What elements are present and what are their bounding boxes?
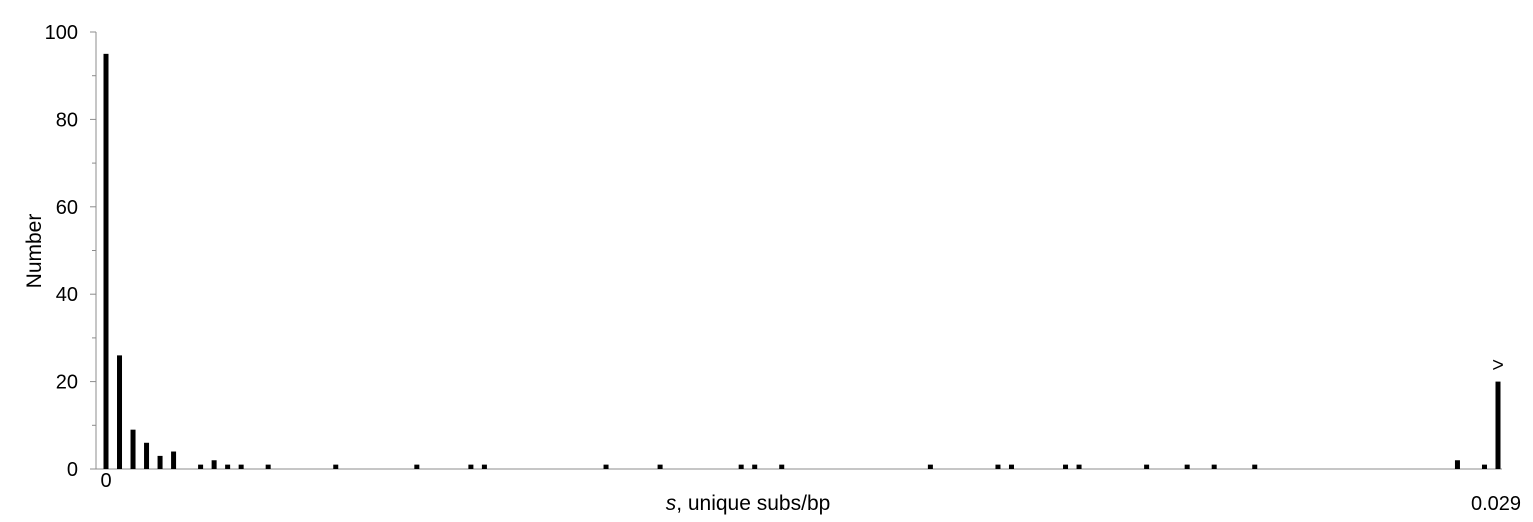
- histogram-bar: [657, 464, 663, 469]
- x-axis: 0 0.029: [96, 468, 1521, 515]
- histogram-bar: [1008, 464, 1014, 469]
- y-axis-title: Number: [23, 214, 46, 289]
- histogram-bar: [1144, 464, 1150, 469]
- x-tick-label: 0: [100, 470, 111, 492]
- y-tick-label: 100: [45, 22, 78, 44]
- histogram-bar: [130, 429, 136, 469]
- histogram-bar: [779, 464, 785, 469]
- histogram-bar: [103, 53, 109, 469]
- histogram-bar: [603, 464, 609, 469]
- histogram-bar: [1454, 460, 1460, 469]
- overflow-marker: >: [1492, 355, 1504, 377]
- histogram-bar: [1184, 464, 1190, 469]
- histogram-bar: [468, 464, 474, 469]
- histogram-bar: [333, 464, 339, 469]
- histogram-bar: [265, 464, 271, 469]
- histogram-bar: [1252, 464, 1258, 469]
- histogram-bar: [414, 464, 420, 469]
- histogram-bar: [198, 464, 204, 469]
- histogram-bar: [1076, 464, 1082, 469]
- histogram-bar: [1211, 464, 1217, 469]
- x-tick-label: 0.029: [1471, 493, 1521, 515]
- histogram-bar: [211, 460, 217, 469]
- y-tick-label: 80: [56, 109, 78, 131]
- y-axis: 0 20 40 60 80 100: [45, 22, 97, 481]
- histogram-bar: [738, 464, 744, 469]
- histogram-bar: [481, 464, 487, 469]
- y-tick-label: 40: [56, 284, 78, 306]
- histogram-bar: [117, 355, 123, 469]
- y-tick-label: 20: [56, 372, 78, 394]
- histogram-bar: [238, 464, 244, 469]
- x-axis-title-text: , unique subs/bp: [676, 492, 830, 515]
- histogram-bar: [1495, 381, 1501, 469]
- histogram-bar: [927, 464, 933, 469]
- histogram-bar: [157, 455, 163, 469]
- x-axis-title: s, unique subs/bp: [666, 492, 831, 515]
- histogram-bar: [752, 464, 758, 469]
- histogram-bar: [1481, 464, 1487, 469]
- y-tick-label: 60: [56, 197, 78, 219]
- histogram-bar: [1063, 464, 1069, 469]
- histogram-bar: [995, 464, 1001, 469]
- x-axis-title-symbol: s: [666, 492, 677, 515]
- bars: [103, 53, 1501, 469]
- histogram-bar: [171, 451, 177, 469]
- histogram-bar: [144, 442, 150, 469]
- y-tick-label: 0: [67, 459, 78, 481]
- histogram-bar: [225, 464, 231, 469]
